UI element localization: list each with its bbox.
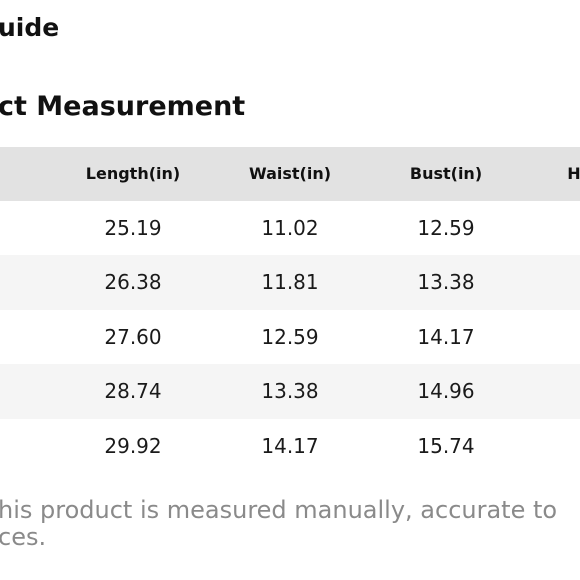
table-cell: 14.17 [261,433,319,458]
table-row: 26.38 11.81 13.38 [0,255,580,310]
table-cell: 14.17 [417,324,475,349]
table-cell: 11.02 [261,216,319,240]
page-title: uide [0,13,60,42]
table-cell: 25.19 [104,216,162,240]
table-cell: 29.92 [104,433,162,458]
column-header: Waist(in) [248,164,332,183]
table-cell: 12.59 [417,216,475,240]
table-cell: 15.74 [417,433,475,458]
column-header: Length(in) [85,164,181,183]
table-header: Length(in) Waist(in) Bust(in) H [0,147,580,201]
note-line: ces. [0,523,47,551]
table-row: 27.60 12.59 14.17 [0,309,580,365]
note-line: his product is measured manually, accura… [0,496,558,524]
column-header: Bust(in) [409,164,483,183]
table-cell: 13.38 [417,270,475,295]
table-cell: 27.60 [104,324,162,349]
table-row: 28.74 13.38 14.96 [0,364,580,419]
table-cell: 28.74 [104,379,162,404]
section-title: ct Measurement [0,91,246,122]
table-cell: 11.81 [261,270,319,295]
column-header: H [567,164,580,183]
table-cell: 26.38 [104,270,162,295]
table-cell: 13.38 [261,379,319,404]
table-row: 29.92 14.17 15.74 [0,418,580,473]
table-cell: 12.59 [261,324,319,349]
table-row: 25.19 11.02 12.59 [0,201,580,256]
table-cell: 14.96 [417,379,475,404]
